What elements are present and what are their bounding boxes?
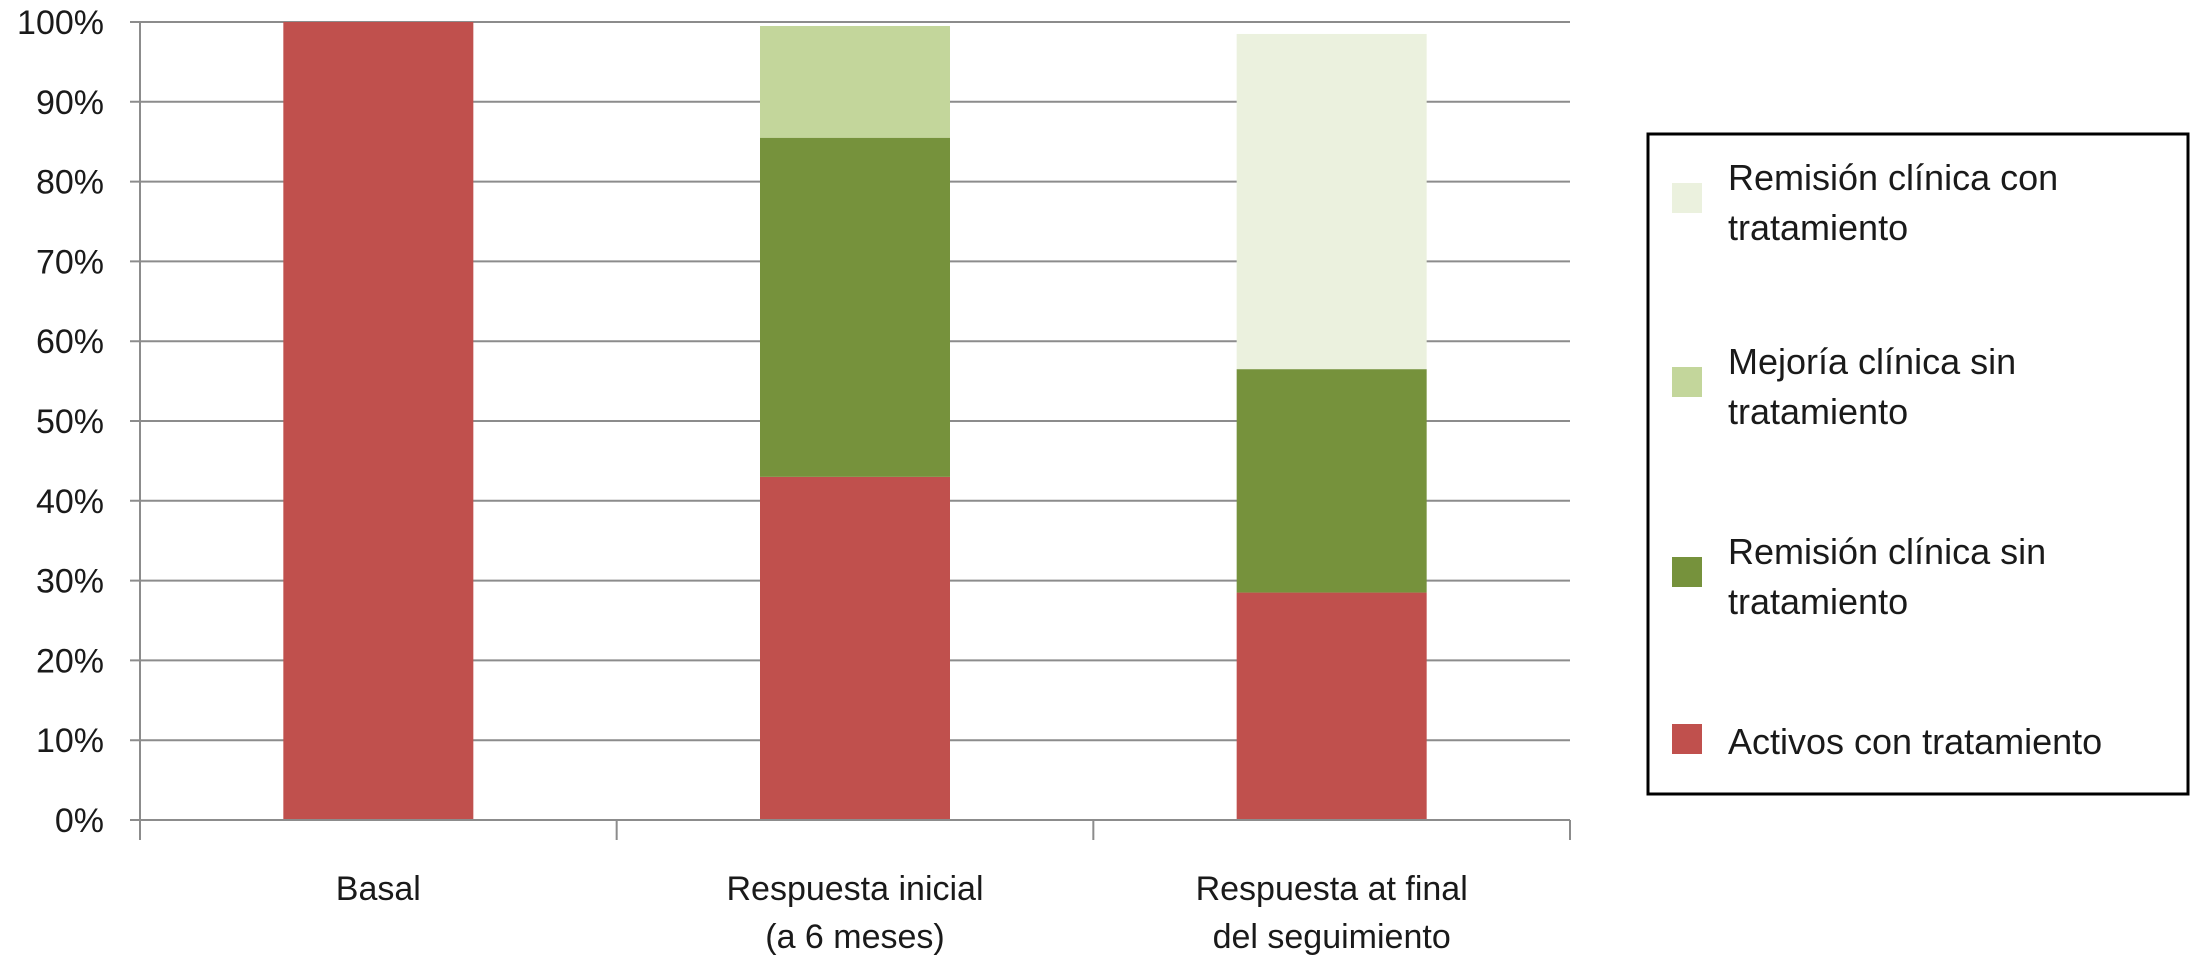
bar-segment xyxy=(1236,33,1427,370)
y-tick-label: 40% xyxy=(36,483,104,521)
legend-swatch xyxy=(1672,724,1702,754)
y-tick-labels: 0% 10% 20% 30% 40% 50% 60% 70% 80% 90% 100% xyxy=(17,4,104,840)
legend: Remisión clínica con tratamiento Mejoría c… xyxy=(1646,132,2190,796)
bar-segment xyxy=(760,476,950,820)
y-tick-label: 80% xyxy=(36,164,104,202)
y-tick-label: 70% xyxy=(36,243,104,281)
legend-label: Remisión clínica con xyxy=(1728,157,2058,198)
y-tick-label: 30% xyxy=(36,563,104,601)
y-tick-label: 50% xyxy=(36,403,104,441)
legend-box xyxy=(1646,132,2190,796)
x-category-label: (a 6 meses) xyxy=(765,918,945,956)
y-tick-label: 100% xyxy=(17,4,104,42)
legend-swatch xyxy=(1672,367,1702,397)
legend-label: tratamiento xyxy=(1728,581,1908,622)
x-category-label: del seguimiento xyxy=(1213,918,1451,956)
legend-swatch xyxy=(1672,557,1702,587)
y-tick-label: 20% xyxy=(36,642,104,680)
legend-label: Remisión clínica sin xyxy=(1728,531,2046,572)
legend-swatch xyxy=(1672,183,1702,213)
y-tick-label: 90% xyxy=(36,84,104,122)
legend-label: Activos con tratamiento xyxy=(1728,721,2102,762)
y-tick-label: 10% xyxy=(36,722,104,760)
y-tick-label: 60% xyxy=(36,323,104,361)
bar-segment xyxy=(1236,592,1427,820)
x-category-labels: Basal Respuesta inicial (a 6 meses) Respues… xyxy=(336,870,1468,956)
bar-segment xyxy=(1236,369,1427,593)
x-category-label: Basal xyxy=(336,870,421,908)
y-tick-label: 0% xyxy=(55,802,104,840)
x-category-label: Respuesta at final xyxy=(1196,870,1468,908)
bars-layer xyxy=(283,22,1427,820)
legend-label: tratamiento xyxy=(1728,207,1908,248)
legend-label: Mejoría clínica sin xyxy=(1728,341,2016,382)
axis-layer xyxy=(139,22,1571,840)
bar-segment xyxy=(283,22,474,820)
x-category-label: Respuesta inicial xyxy=(726,870,983,908)
bar-segment xyxy=(760,137,950,477)
bar-segment xyxy=(760,25,950,138)
legend-label: tratamiento xyxy=(1728,391,1908,432)
